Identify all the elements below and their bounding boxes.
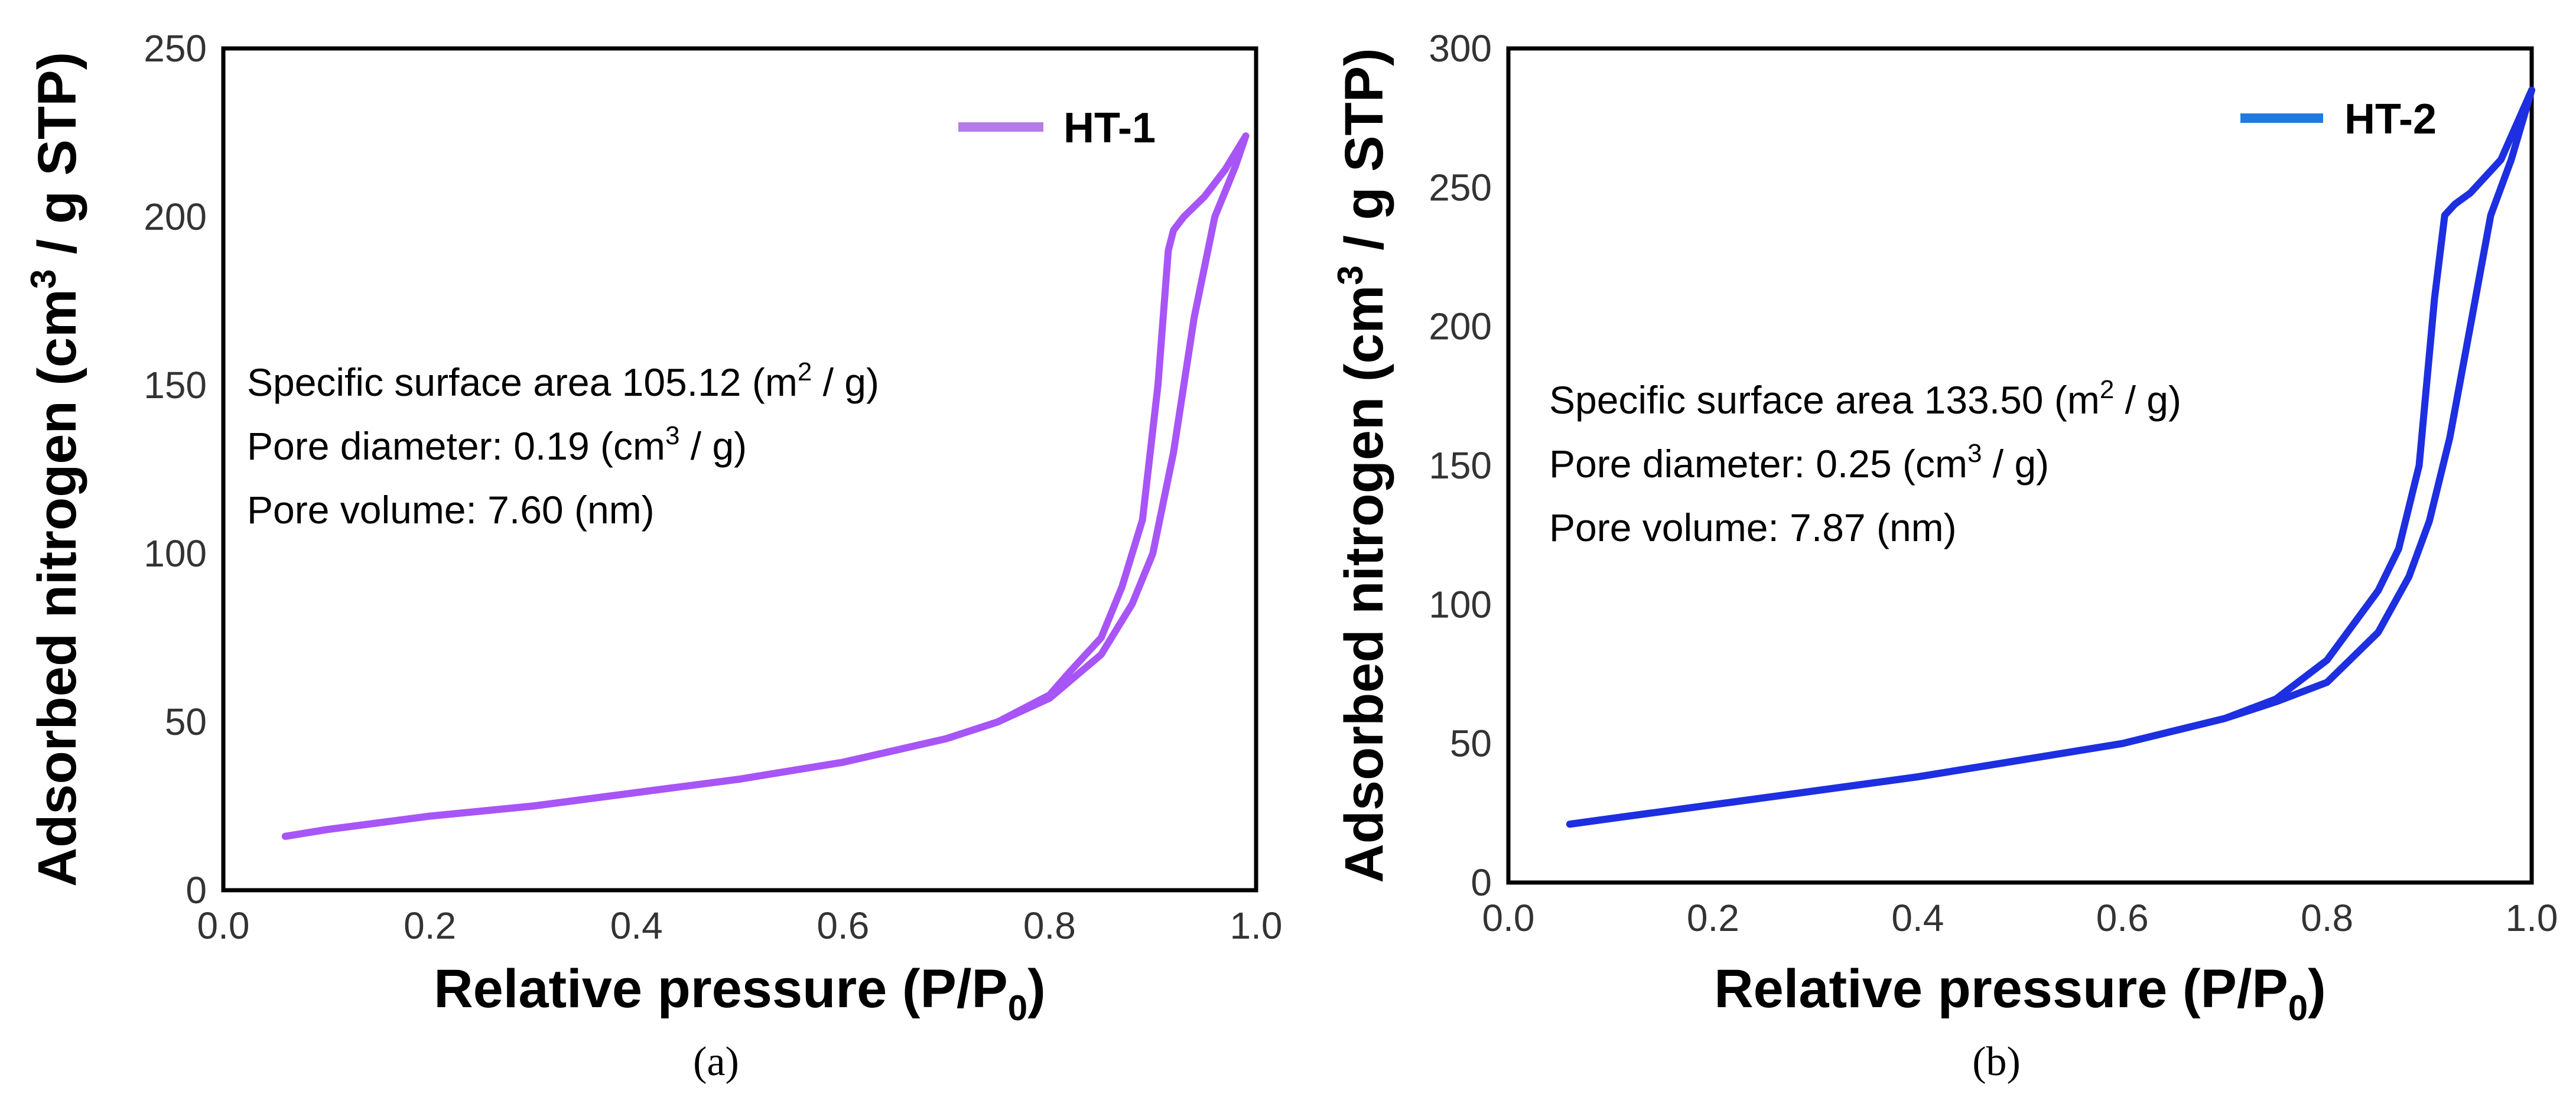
chart-b-plot-frame [1506,46,2534,885]
chart-b-x-tick-label: 0.2 [1687,897,1739,939]
chart-a-x-axis-label: Relative pressure (P/P0) [434,959,1046,1028]
chart-a-y-tick-label: 50 [165,701,207,743]
chart-b-annotation-line: Pore volume: 7.87 (nm) [1549,506,1957,549]
chart-a-x-ticks: 0.0 0.2 0.4 0.6 0.8 1.0 [197,904,1283,947]
chart-b-y-tick-label: 50 [1450,722,1492,765]
chart-a-y-axis-label: Adsorbed nitrogen (cm3 / g STP) [24,52,87,887]
chart-b-y-axis-label: Adsorbed nitrogen (cm3 / g STP) [1331,48,1394,883]
chart-a-x-tick-label: 0.4 [610,904,663,947]
chart-b-legend: HT-2 [2240,96,2437,143]
chart-b: 0 50 100 150 200 250 300 0.0 0.2 0.4 0.6 0.8 1.0 HT… [1331,27,2558,1085]
chart-a-x-tick-label: 0.6 [817,904,869,947]
chart-b-x-tick-label: 0.6 [2096,897,2149,939]
chart-b-y-tick-label: 300 [1429,27,1492,70]
chart-b-series [1566,86,2535,828]
chart-b-x-tick-label: 0.0 [1482,897,1535,939]
chart-a-y-tick-label: 200 [144,196,207,238]
chart-a-annotations: Specific surface area 105.12 (m2 / g) Por… [247,357,879,532]
chart-b-legend-label: HT-2 [2344,96,2437,143]
chart-b-y-tick-label: 100 [1429,583,1492,626]
chart-a-annotation-line: Specific surface area 105.12 (m2 / g) [247,357,879,404]
chart-a-x-tick-label: 0.8 [1023,904,1076,947]
chart-b-x-axis-label: Relative pressure (P/P0) [1714,959,2326,1028]
chart-a-x-tick-label: 1.0 [1230,904,1283,947]
chart-b-x-tick-label: 1.0 [2506,897,2558,939]
chart-a-y-ticks: 0 50 100 150 200 250 [144,27,207,911]
chart-a-desorption-line [281,132,1250,840]
chart-b-y-ticks: 0 50 100 150 200 250 300 [1429,27,1492,904]
chart-a-y-tick-label: 0 [186,869,207,911]
chart-a-annotation-line: Pore diameter: 0.19 (cm3 / g) [247,421,747,468]
chart-a-series [281,132,1250,840]
chart-b-x-tick-label: 0.4 [1891,897,1944,939]
chart-b-x-tick-label: 0.8 [2301,897,2353,939]
chart-b-x-ticks: 0.0 0.2 0.4 0.6 0.8 1.0 [1482,897,2558,939]
chart-a-x-tick-label: 0.0 [197,904,250,947]
chart-b-annotation-line: Pore diameter: 0.25 (cm3 / g) [1549,439,2049,486]
chart-a-x-tick-label: 0.2 [404,904,456,947]
chart-a-legend: HT-1 [958,105,1156,152]
chart-a-annotation-line: Pore volume: 7.60 (nm) [247,488,655,532]
chart-a-panel-label: (a) [693,1039,739,1085]
chart-b-desorption-line [1566,86,2535,828]
chart-b-annotation-line: Specific surface area 133.50 (m2 / g) [1549,375,2181,422]
chart-b-panel-label: (b) [1972,1039,2021,1085]
chart-b-annotations: Specific surface area 133.50 (m2 / g) Por… [1549,375,2181,549]
chart-a-y-tick-label: 100 [144,532,207,575]
chart-a-y-tick-label: 150 [144,364,207,406]
chart-a-legend-label: HT-1 [1063,105,1156,152]
chart-b-y-tick-label: 250 [1429,166,1492,209]
chart-b-y-tick-label: 200 [1429,305,1492,348]
chart-b-y-tick-label: 0 [1471,861,1492,904]
chart-a-y-tick-label: 250 [144,27,207,70]
chart-a-plot-frame [221,46,1258,893]
chart-a-adsorption-line [281,132,1250,840]
chart-b-y-tick-label: 150 [1429,444,1492,487]
